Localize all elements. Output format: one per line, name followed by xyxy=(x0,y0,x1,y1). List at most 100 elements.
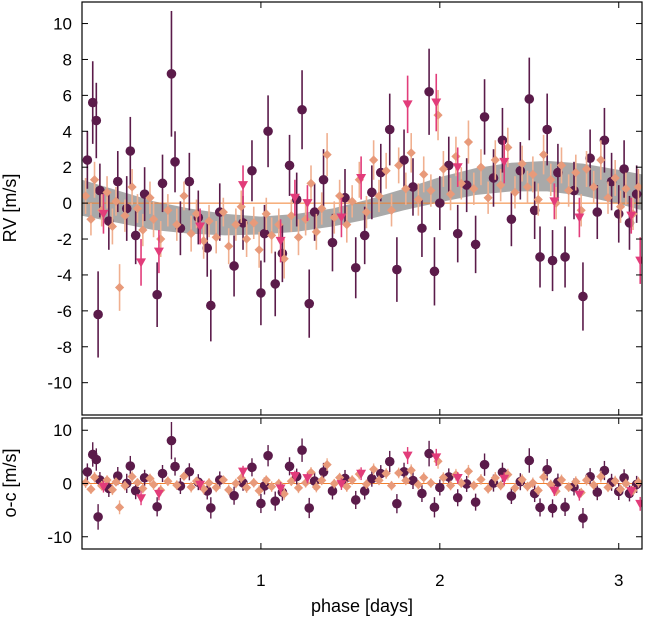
rv-point xyxy=(596,155,606,165)
rv-point xyxy=(322,150,332,160)
x-tick-label: 1 xyxy=(256,571,265,590)
rv-point xyxy=(347,196,357,206)
residuals-y-tick-label: -10 xyxy=(47,528,72,547)
rv-point xyxy=(267,230,277,241)
residual-point xyxy=(270,496,281,506)
rv-y-tick-label: -6 xyxy=(57,302,72,321)
residual-point xyxy=(456,478,466,488)
rv-point xyxy=(148,214,159,224)
rv-axis-ticks: 10 8 6 4 2 0 -2 -4 -6 -8 -10 xyxy=(47,2,642,415)
rv-point xyxy=(166,69,177,79)
residual-point xyxy=(549,486,560,496)
rv-y-tick-label: 4 xyxy=(63,122,72,141)
residual-point xyxy=(153,489,164,499)
residual-point xyxy=(522,481,533,492)
residual-point xyxy=(138,483,148,494)
rv-y-tick-label: 10 xyxy=(53,15,72,34)
rv-point xyxy=(553,167,563,178)
residual-point xyxy=(98,482,109,492)
rv-point xyxy=(574,213,585,223)
rv-point xyxy=(392,264,402,275)
rv-point xyxy=(86,214,96,224)
rv-point xyxy=(367,187,377,198)
residual-point xyxy=(578,513,588,523)
residual-point xyxy=(431,453,442,463)
residual-series-3 xyxy=(98,447,642,511)
residual-point xyxy=(533,485,543,495)
rv-point xyxy=(247,165,257,176)
residual-point xyxy=(386,481,397,491)
rv-point xyxy=(231,220,241,230)
residual-point xyxy=(127,471,137,482)
rv-point xyxy=(179,191,189,201)
rv-point xyxy=(435,198,445,208)
residual-point xyxy=(318,467,329,477)
rv-point xyxy=(438,164,449,174)
residual-point xyxy=(367,473,377,484)
rv-point xyxy=(394,160,404,171)
residual-point xyxy=(535,502,545,513)
residual-point xyxy=(556,475,567,485)
rv-point xyxy=(261,209,271,219)
rv-point xyxy=(549,197,560,207)
rv-point xyxy=(329,212,339,223)
residual-point xyxy=(589,480,599,490)
rv-point xyxy=(195,222,206,232)
residual-point xyxy=(401,475,411,486)
rv-series-3 xyxy=(98,73,642,286)
residual-point xyxy=(152,501,162,512)
residual-point xyxy=(335,472,345,483)
rv-point xyxy=(456,178,466,188)
residual-point xyxy=(82,478,91,488)
residual-point xyxy=(542,464,552,475)
residual-point xyxy=(284,461,295,472)
residual-point xyxy=(592,487,603,498)
rv-point xyxy=(535,252,545,262)
residual-point xyxy=(184,466,195,477)
rv-point xyxy=(499,157,510,167)
rv-y-tick-label: 0 xyxy=(63,194,72,213)
rv-point xyxy=(335,191,345,201)
rv-point xyxy=(452,163,463,173)
residual-point xyxy=(236,473,246,483)
rv-point xyxy=(452,228,463,239)
residual-point xyxy=(342,481,352,492)
rv-point xyxy=(107,221,118,232)
rv-points-layer xyxy=(82,10,642,358)
residual-point xyxy=(170,461,180,472)
residual-point xyxy=(528,478,538,488)
rv-point xyxy=(621,184,631,194)
rv-point xyxy=(82,155,93,165)
residual-point xyxy=(635,499,642,509)
rv-point xyxy=(476,162,486,172)
rv-point xyxy=(242,234,252,244)
rv-point xyxy=(386,205,397,215)
residual-point xyxy=(329,479,339,489)
rv-point xyxy=(631,189,642,199)
residual-point xyxy=(102,475,112,485)
rv-point xyxy=(408,182,418,192)
rv-point xyxy=(204,216,214,226)
residual-point xyxy=(356,469,367,479)
rv-point xyxy=(263,126,273,137)
residuals-panel-frame xyxy=(81,417,643,550)
rv-point xyxy=(356,173,367,183)
residual-point xyxy=(211,482,221,493)
residuals-axis-ticks: 10 0 -10 1 2 3 xyxy=(47,418,642,590)
rv-point xyxy=(374,191,384,201)
rv-point xyxy=(184,176,195,187)
rv-point xyxy=(560,252,570,262)
residual-point xyxy=(547,503,558,514)
rv-point xyxy=(619,164,629,174)
rv-point xyxy=(286,211,296,221)
residual-point xyxy=(496,480,506,491)
rv-point xyxy=(301,214,311,224)
rv-point xyxy=(152,289,162,300)
rv-point xyxy=(304,298,315,309)
rv-point xyxy=(91,115,102,126)
rv-point xyxy=(95,185,105,196)
residual-point xyxy=(93,512,103,522)
residual-point xyxy=(571,476,581,487)
model-band xyxy=(82,160,642,236)
rv-point xyxy=(114,282,125,293)
